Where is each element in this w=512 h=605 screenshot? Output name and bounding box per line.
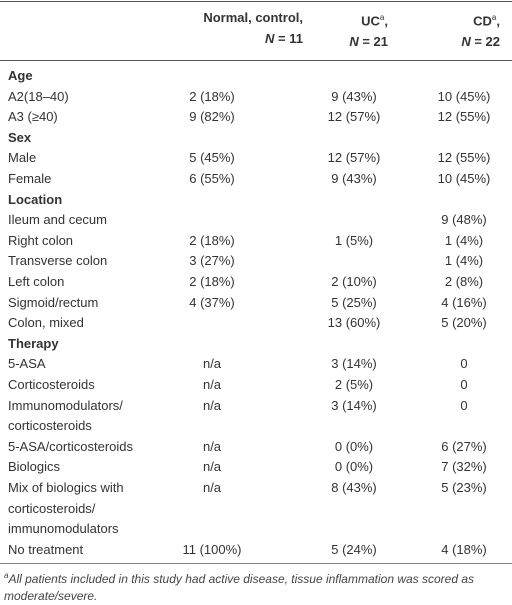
cell: 3 (27%) xyxy=(189,253,235,269)
cell: 3 (14%) xyxy=(331,397,377,413)
cell: 10 (45%) xyxy=(437,171,491,186)
cell: 2 (8%) xyxy=(444,274,484,289)
n-text: = 22 xyxy=(474,34,500,50)
cell: 12 (55%) xyxy=(437,150,491,166)
cell: 2 (18%) xyxy=(189,88,235,104)
row-label: No treatment xyxy=(8,541,84,557)
cell: 4 (18%) xyxy=(441,541,487,557)
cell: 1 (4%) xyxy=(444,232,484,248)
cell: 4 (16%) xyxy=(441,294,487,310)
bottom-rule xyxy=(0,563,512,564)
section-title: Age xyxy=(8,68,33,83)
cell: 5 (20%) xyxy=(441,315,487,331)
row-label: Corticosteroids xyxy=(8,377,95,392)
section-title: Therapy xyxy=(8,335,59,351)
cell: 12 (55%) xyxy=(437,109,491,125)
cell: 1 (5%) xyxy=(334,232,374,248)
footnote: aAll patients included in this study had… xyxy=(4,567,508,605)
cell: 9 (43%) xyxy=(331,88,377,104)
cell: 5 (25%) xyxy=(331,294,377,310)
cell: 6 (27%) xyxy=(441,438,487,454)
n-text: = 21 xyxy=(362,34,388,50)
header-line: N = 22 xyxy=(461,31,500,52)
column-header: Normal, control, N = 11 xyxy=(203,7,303,49)
cell: 4 (37%) xyxy=(189,294,235,310)
cell: 12 (57%) xyxy=(327,109,381,125)
cell: 2 (18%) xyxy=(189,232,235,248)
column-header: CDa, N = 22 xyxy=(461,7,500,52)
row-label: Ileum and cecum xyxy=(8,212,107,228)
section-title: Location xyxy=(8,191,63,207)
cell: n/a xyxy=(202,438,222,454)
row-label: Left colon xyxy=(8,274,65,289)
cell: 11 (100%) xyxy=(182,541,242,557)
header-title: UC xyxy=(361,13,380,29)
footnote-mark: a xyxy=(4,571,9,580)
cell: 9 (48%) xyxy=(441,212,487,228)
cell: 0 xyxy=(460,377,468,392)
cell: n/a xyxy=(202,356,222,372)
cell: n/a xyxy=(202,377,222,392)
cell: 8 (43%) xyxy=(331,480,377,495)
cell: 2 (18%) xyxy=(189,274,235,289)
n-symbol: N xyxy=(461,34,471,50)
cell: 12 (57%) xyxy=(327,150,381,166)
section-title: Sex xyxy=(8,129,32,145)
header-line: Normal, control, xyxy=(203,7,303,28)
header-rule xyxy=(0,60,512,61)
cell: 5 (45%) xyxy=(189,150,235,166)
header-title: Normal, control, xyxy=(203,10,303,25)
row-label: Mix of biologics with corticosteroids/ i… xyxy=(8,480,124,537)
cell: 9 (82%) xyxy=(189,109,235,125)
row-label: Right colon xyxy=(8,232,74,248)
cell: 6 (55%) xyxy=(189,171,235,186)
cell: 5 (23%) xyxy=(441,480,487,495)
cell: n/a xyxy=(202,459,222,475)
column-header: UCa, N = 21 xyxy=(349,7,388,52)
cell: 0 xyxy=(460,356,468,372)
n-symbol: N xyxy=(349,34,359,50)
row-label: Male xyxy=(8,150,37,166)
row-label: 5-ASA xyxy=(8,356,46,372)
cell: 13 (60%) xyxy=(327,315,381,331)
row-label: Immunomodulators/ corticosteroids xyxy=(8,397,123,434)
header-line: UCa, xyxy=(349,7,388,31)
header-punct: , xyxy=(384,13,388,29)
row-label: A2(18–40) xyxy=(8,88,69,104)
row-label: Colon, mixed xyxy=(8,315,84,331)
cell: 7 (32%) xyxy=(441,459,487,475)
row-label: Sigmoid/rectum xyxy=(8,294,99,310)
header-line: N = 11 xyxy=(203,28,303,49)
header-title: CD xyxy=(473,13,492,29)
header-punct: , xyxy=(496,13,500,29)
cell: 3 (14%) xyxy=(331,356,377,372)
header-mark: a xyxy=(491,13,497,22)
row-label: 5-ASA/corticosteroids xyxy=(8,438,133,454)
cell: 10 (45%) xyxy=(437,88,491,104)
cell: 2 (10%) xyxy=(331,274,377,289)
footnote-text: All patients included in this study had … xyxy=(4,572,475,603)
top-rule xyxy=(0,1,512,2)
cell: n/a xyxy=(202,480,222,495)
cell: 9 (43%) xyxy=(331,171,377,186)
row-label: Biologics xyxy=(8,459,61,475)
header-mark: a xyxy=(379,13,385,22)
cell: n/a xyxy=(202,397,222,413)
cell: 5 (24%) xyxy=(331,541,377,557)
row-label: Transverse colon xyxy=(8,253,108,269)
row-label: Female xyxy=(8,171,52,186)
cell: 0 xyxy=(460,397,468,413)
n-symbol: N xyxy=(265,31,275,46)
row-label: A3 (≥40) xyxy=(8,109,58,125)
n-text: = 11 xyxy=(278,31,303,46)
header-line: N = 21 xyxy=(349,31,388,52)
cell: 2 (5%) xyxy=(334,377,374,392)
cell: 1 (4%) xyxy=(444,253,484,269)
header-line: CDa, xyxy=(461,7,500,31)
cell: 0 (0%) xyxy=(334,459,374,475)
cell: 0 (0%) xyxy=(334,438,374,454)
